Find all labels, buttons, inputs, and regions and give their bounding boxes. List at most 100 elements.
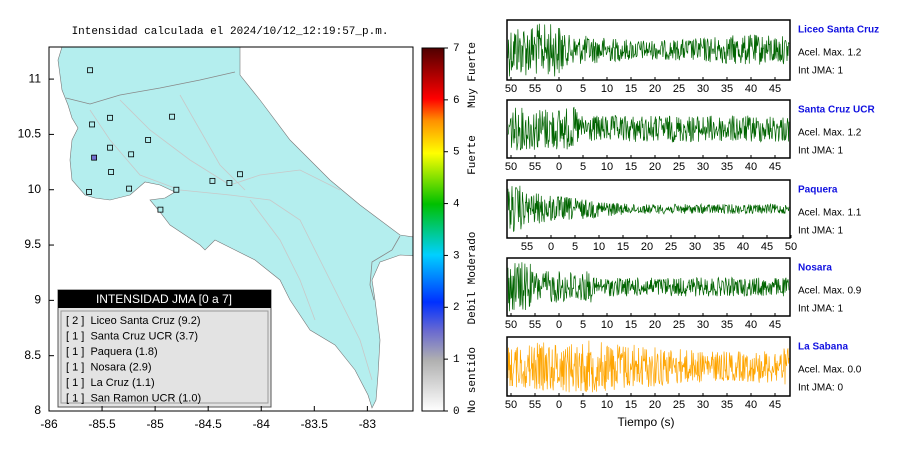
station-name: La Sabana: [798, 342, 848, 353]
legend-entry: [ 2 ] Liceo Santa Cruz (9.2): [66, 315, 201, 327]
waveform-tick-label: 30: [697, 83, 709, 95]
waveform-tick-label: 50: [785, 241, 797, 253]
waveform-tick-label: 15: [625, 319, 637, 331]
x-tick-label: -84.5: [195, 417, 223, 431]
waveform-tick-label: 10: [601, 161, 613, 173]
station: [157, 206, 164, 213]
waveform-tick-label: 15: [625, 83, 637, 95]
x-tick-label: -84: [253, 417, 271, 431]
station-acel: Acel. Max. 0.0: [798, 365, 862, 376]
station-acel: Acel. Max. 1.2: [798, 128, 862, 139]
colorbar-tick-label: 6: [453, 95, 460, 107]
waveform-tick-label: 30: [697, 319, 709, 331]
waveform-tick-label: 40: [745, 399, 757, 411]
y-tick-label: 8: [34, 403, 41, 417]
waveform-tick-label: 5: [580, 319, 586, 331]
station: [145, 137, 152, 143]
station-int: Int JMA: 1: [798, 66, 843, 77]
waveform-tick-label: 30: [697, 399, 709, 411]
waveform-tick-label: 20: [649, 161, 661, 173]
colorbar-level: Moderado: [467, 232, 479, 285]
colorbar-tick-label: 3: [453, 250, 460, 262]
waveform-tick-label: 50: [505, 161, 517, 173]
station-name: Nosara: [798, 263, 832, 274]
waveform-tick-label: 40: [737, 241, 749, 253]
y-tick-label: 10.5: [18, 127, 42, 141]
colorbar-tick-label: 7: [453, 43, 460, 55]
station: [209, 177, 216, 184]
x-tick-label: -83: [359, 417, 377, 431]
waveform-tick-label: 10: [601, 83, 613, 95]
waveform-tick-label: 0: [556, 83, 562, 95]
station: [107, 114, 113, 121]
map-title: Intensidad calculada el 2024/10/12_12:19…: [72, 26, 389, 38]
waveform-tick-label: 25: [673, 83, 685, 95]
legend-box: [57, 289, 272, 408]
waveform-tick-label: 20: [649, 399, 661, 411]
waveform-frame: [506, 179, 791, 239]
y-tick-label: 9.5: [24, 237, 41, 251]
legend-entry: [ 1 ] Nosara (2.9): [66, 361, 152, 373]
station: [107, 144, 113, 151]
waveform-tick-label: 10: [601, 319, 613, 331]
station: [87, 67, 93, 74]
waveform-tick-label: 35: [713, 241, 725, 253]
waveform-tick-label: 25: [673, 399, 685, 411]
waveform-tick-label: 0: [556, 319, 562, 331]
station: [108, 169, 114, 175]
waveform-tick-label: 55: [529, 399, 541, 411]
station-int: Int JMA: 1: [798, 226, 843, 237]
colorbar-level: Debil: [467, 291, 479, 324]
station: [169, 113, 176, 120]
y-tick-label: 11: [29, 71, 42, 85]
y-tick-label: 9: [34, 293, 41, 307]
waveform-tick-label: 45: [769, 161, 781, 173]
colorbar-tick-label: 5: [453, 147, 460, 159]
station-int: Int JMA: 1: [798, 304, 843, 315]
colorbar-level: Muy Fuerte: [467, 42, 479, 108]
station: [173, 186, 180, 193]
waveform-tick-label: 25: [665, 241, 677, 253]
station-name: Santa Cruz UCR: [798, 105, 875, 116]
station: [91, 154, 98, 161]
colorbar-tick-label: 1: [453, 354, 460, 366]
waveform-tick-label: 20: [641, 241, 653, 253]
waveform-tick-label: 30: [697, 161, 709, 173]
waveform-tick-label: 35: [721, 83, 733, 95]
waveform-tick-label: 0: [548, 241, 554, 253]
waveform-tick-label: 10: [593, 241, 605, 253]
colorbar-tick-label: 0: [453, 406, 460, 418]
colorbar-tick-label: 4: [453, 198, 460, 210]
waveform-frame: [506, 99, 791, 159]
legend-title: INTENSIDAD JMA [0 a 7]: [96, 292, 232, 306]
waveform-tick-label: 45: [761, 241, 773, 253]
waveform-tick-label: 50: [505, 83, 517, 95]
legend-entry: [ 1 ] San Ramon UCR (1.0): [66, 392, 201, 404]
waveform-tick-label: 0: [556, 399, 562, 411]
station-int: Int JMA: 1: [798, 146, 843, 157]
waveform-tick-label: 5: [580, 399, 586, 411]
station: [226, 180, 233, 186]
legend-entry: [ 1 ] La Cruz (1.1): [66, 377, 155, 389]
border: [369, 235, 401, 301]
waveform-tick-label: 10: [601, 399, 613, 411]
waveform-tick-label: 15: [625, 399, 637, 411]
station-acel: Acel. Max. 0.9: [798, 286, 862, 297]
station-acel: Acel. Max. 1.2: [798, 48, 862, 59]
colorbar-level: No sentido: [467, 347, 479, 413]
waveform-tick-label: 50: [505, 319, 517, 331]
colorbar: [421, 47, 445, 412]
road: [179, 94, 246, 191]
station: [86, 189, 92, 195]
station: [126, 185, 133, 192]
waveform: [507, 340, 790, 393]
station: [237, 171, 243, 178]
waveform-tick-label: 55: [529, 319, 541, 331]
waveform-tick-label: 15: [625, 161, 637, 173]
station-int: Int JMA: 0: [798, 383, 843, 394]
waveform-tick-label: 20: [649, 319, 661, 331]
waveform-tick-label: 30: [689, 241, 701, 253]
legend: INTENSIDAD JMA [0 a 7] [ 2 ] Liceo Santa…: [57, 289, 272, 408]
x-tick-label: -83.5: [301, 417, 329, 431]
